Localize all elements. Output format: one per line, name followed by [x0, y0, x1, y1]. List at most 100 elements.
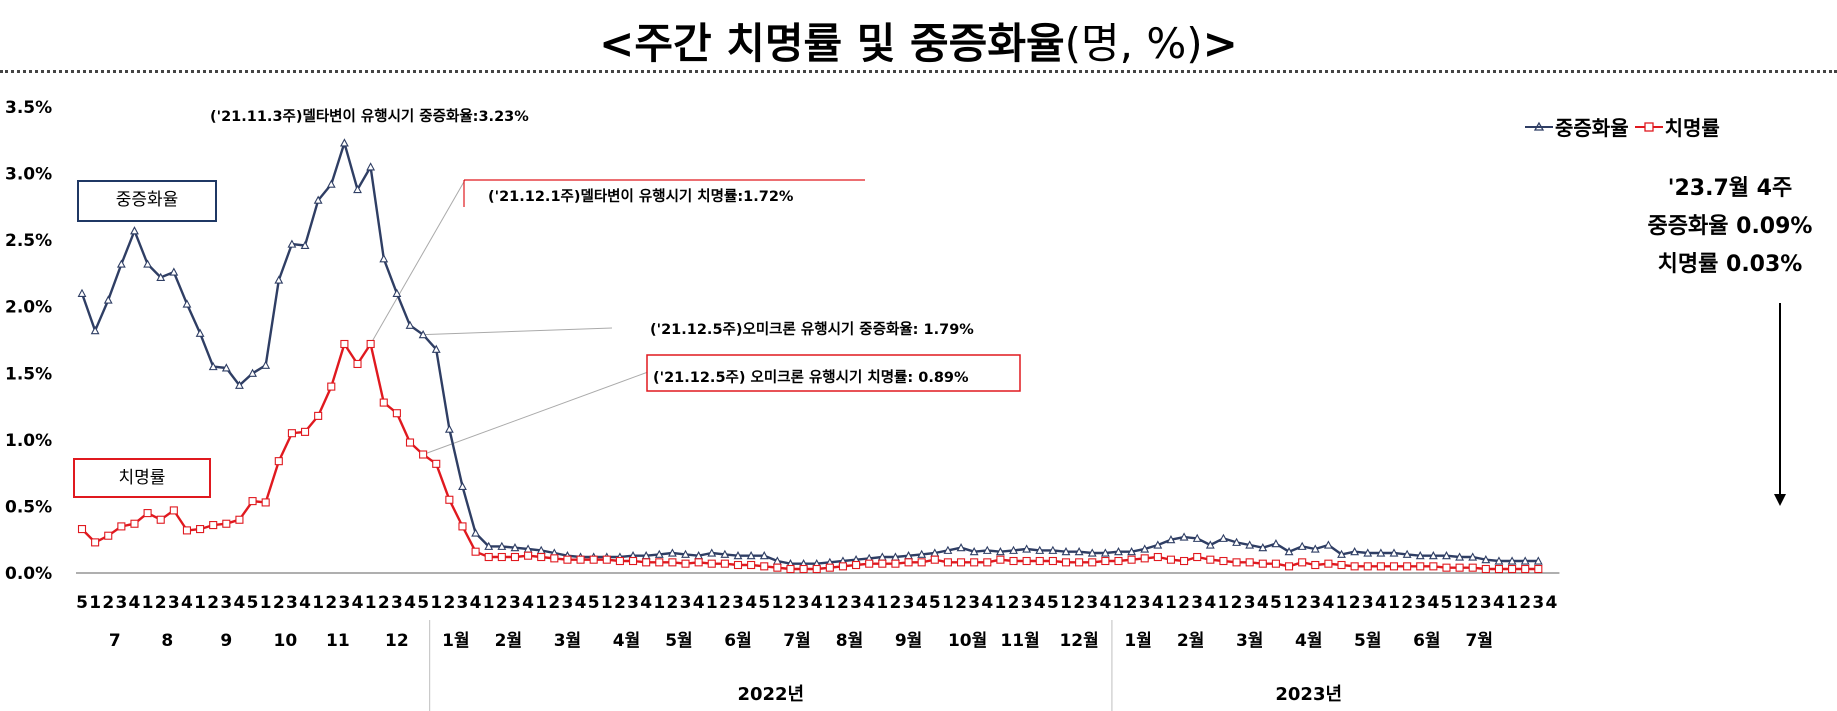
data-point-fatal [786, 564, 795, 574]
x-week-label: 3 [903, 593, 915, 613]
data-point-fatal [130, 519, 139, 528]
data-point-fatal [615, 556, 624, 566]
data-point-fatal [458, 522, 467, 531]
data-point-severe [418, 330, 428, 339]
x-week-label: 2 [1401, 593, 1413, 613]
x-week-label: 4 [1546, 593, 1558, 613]
x-week-label: 5 [758, 593, 770, 613]
x-week-label: 3 [1139, 593, 1151, 613]
data-point-fatal [563, 555, 572, 564]
x-week-label: 4 [1257, 593, 1269, 613]
x-week-label: 1 [1113, 593, 1125, 613]
data-point-severe [300, 240, 310, 250]
data-point-severe [1258, 543, 1268, 552]
data-point-severe [1166, 535, 1176, 544]
x-week-label: 1 [653, 593, 665, 613]
x-week-label: 3 [1191, 593, 1203, 613]
data-point-fatal [1376, 562, 1385, 571]
data-point-fatal [825, 563, 834, 572]
data-point-severe [1100, 548, 1110, 557]
data-point-severe [287, 239, 297, 248]
data-point-severe [484, 541, 494, 550]
data-point-fatal [1140, 554, 1149, 563]
x-week-label: 5 [417, 593, 429, 613]
data-point-severe [313, 195, 323, 204]
data-point-fatal [720, 559, 729, 568]
data-point-severe [77, 288, 87, 297]
data-point-fatal [379, 398, 388, 407]
x-week-label: 2 [1073, 593, 1085, 613]
data-point-fatal [1048, 556, 1057, 566]
data-point-fatal [471, 547, 480, 556]
x-week-label: 4 [470, 593, 482, 613]
x-week-label: 4 [1375, 593, 1387, 613]
x-week-label: 4 [745, 593, 757, 613]
data-point-severe [956, 543, 966, 552]
data-point-severe [471, 528, 481, 537]
data-point-fatal [1521, 564, 1530, 574]
x-week-label: 3 [1362, 593, 1374, 613]
data-point-fatal [1337, 560, 1346, 570]
legend-item-fatal: 치명률 [1634, 112, 1720, 141]
data-point-severe [405, 320, 415, 329]
x-week-label: 2 [1008, 593, 1020, 613]
data-point-fatal [1363, 562, 1372, 571]
data-point-severe [1428, 551, 1438, 560]
data-point-severe [1389, 548, 1399, 557]
data-point-fatal [392, 409, 401, 418]
x-week-label: 2 [273, 593, 285, 613]
data-point-fatal [681, 559, 690, 568]
callout-arrow-head [1774, 494, 1786, 506]
x-week-label: 4 [181, 593, 193, 613]
x-week-label: 2 [785, 593, 797, 613]
data-point-fatal [182, 526, 192, 535]
x-week-label: 1 [876, 593, 888, 613]
title-end: > [1202, 19, 1238, 68]
data-point-fatal [747, 560, 756, 570]
data-point-fatal [1232, 558, 1241, 567]
x-week-label: 2 [1296, 593, 1308, 613]
x-week-label: 1 [365, 593, 377, 613]
data-point-severe [90, 326, 100, 335]
callout-week: '23.7월 4주 [1667, 176, 1793, 201]
data-point-fatal [1311, 560, 1320, 570]
data-point-severe [1192, 533, 1202, 542]
data-point-severe [444, 424, 454, 433]
x-week-label: 3 [1480, 593, 1492, 613]
data-point-severe [1376, 548, 1386, 557]
data-point-severe [326, 179, 336, 188]
x-week-label: 2 [1231, 593, 1243, 613]
data-point-fatal [1442, 563, 1451, 572]
data-point-fatal [432, 459, 441, 468]
x-week-label: 3 [627, 593, 639, 613]
x-month-label: 3월 [1236, 631, 1263, 651]
data-point-fatal [1153, 552, 1162, 562]
data-point-fatal [274, 457, 283, 466]
x-week-label: 3 [115, 593, 127, 613]
data-point-fatal [196, 525, 205, 534]
annotation-leader [423, 327, 613, 336]
x-week-label: 2 [1349, 593, 1361, 613]
x-week-label: 4 [522, 593, 534, 613]
data-point-severe [1442, 551, 1451, 560]
data-point-fatal [156, 515, 165, 524]
x-week-label: 2 [443, 593, 455, 613]
data-point-severe [116, 259, 126, 268]
data-point-fatal [1468, 563, 1477, 572]
x-week-label: 3 [391, 593, 403, 613]
annotation-text: ('21.12.5주) 오미크론 유행시기 치명률: 0.89% [653, 368, 969, 386]
data-point-fatal [327, 382, 336, 391]
x-week-label: 1 [1336, 593, 1348, 613]
data-point-fatal [1258, 559, 1267, 568]
data-point-fatal [655, 558, 664, 567]
x-week-label: 2 [666, 593, 678, 613]
data-point-fatal [642, 558, 651, 567]
data-point-fatal [1088, 558, 1097, 567]
data-point-severe [182, 299, 192, 308]
data-point-fatal [104, 531, 113, 540]
fatality-rate-label-box: 치명률 [73, 458, 211, 498]
data-point-severe [261, 360, 271, 369]
x-month-label: 10월 [948, 631, 987, 651]
data-point-severe [235, 380, 244, 389]
legend-line-severe-icon [1525, 121, 1553, 131]
